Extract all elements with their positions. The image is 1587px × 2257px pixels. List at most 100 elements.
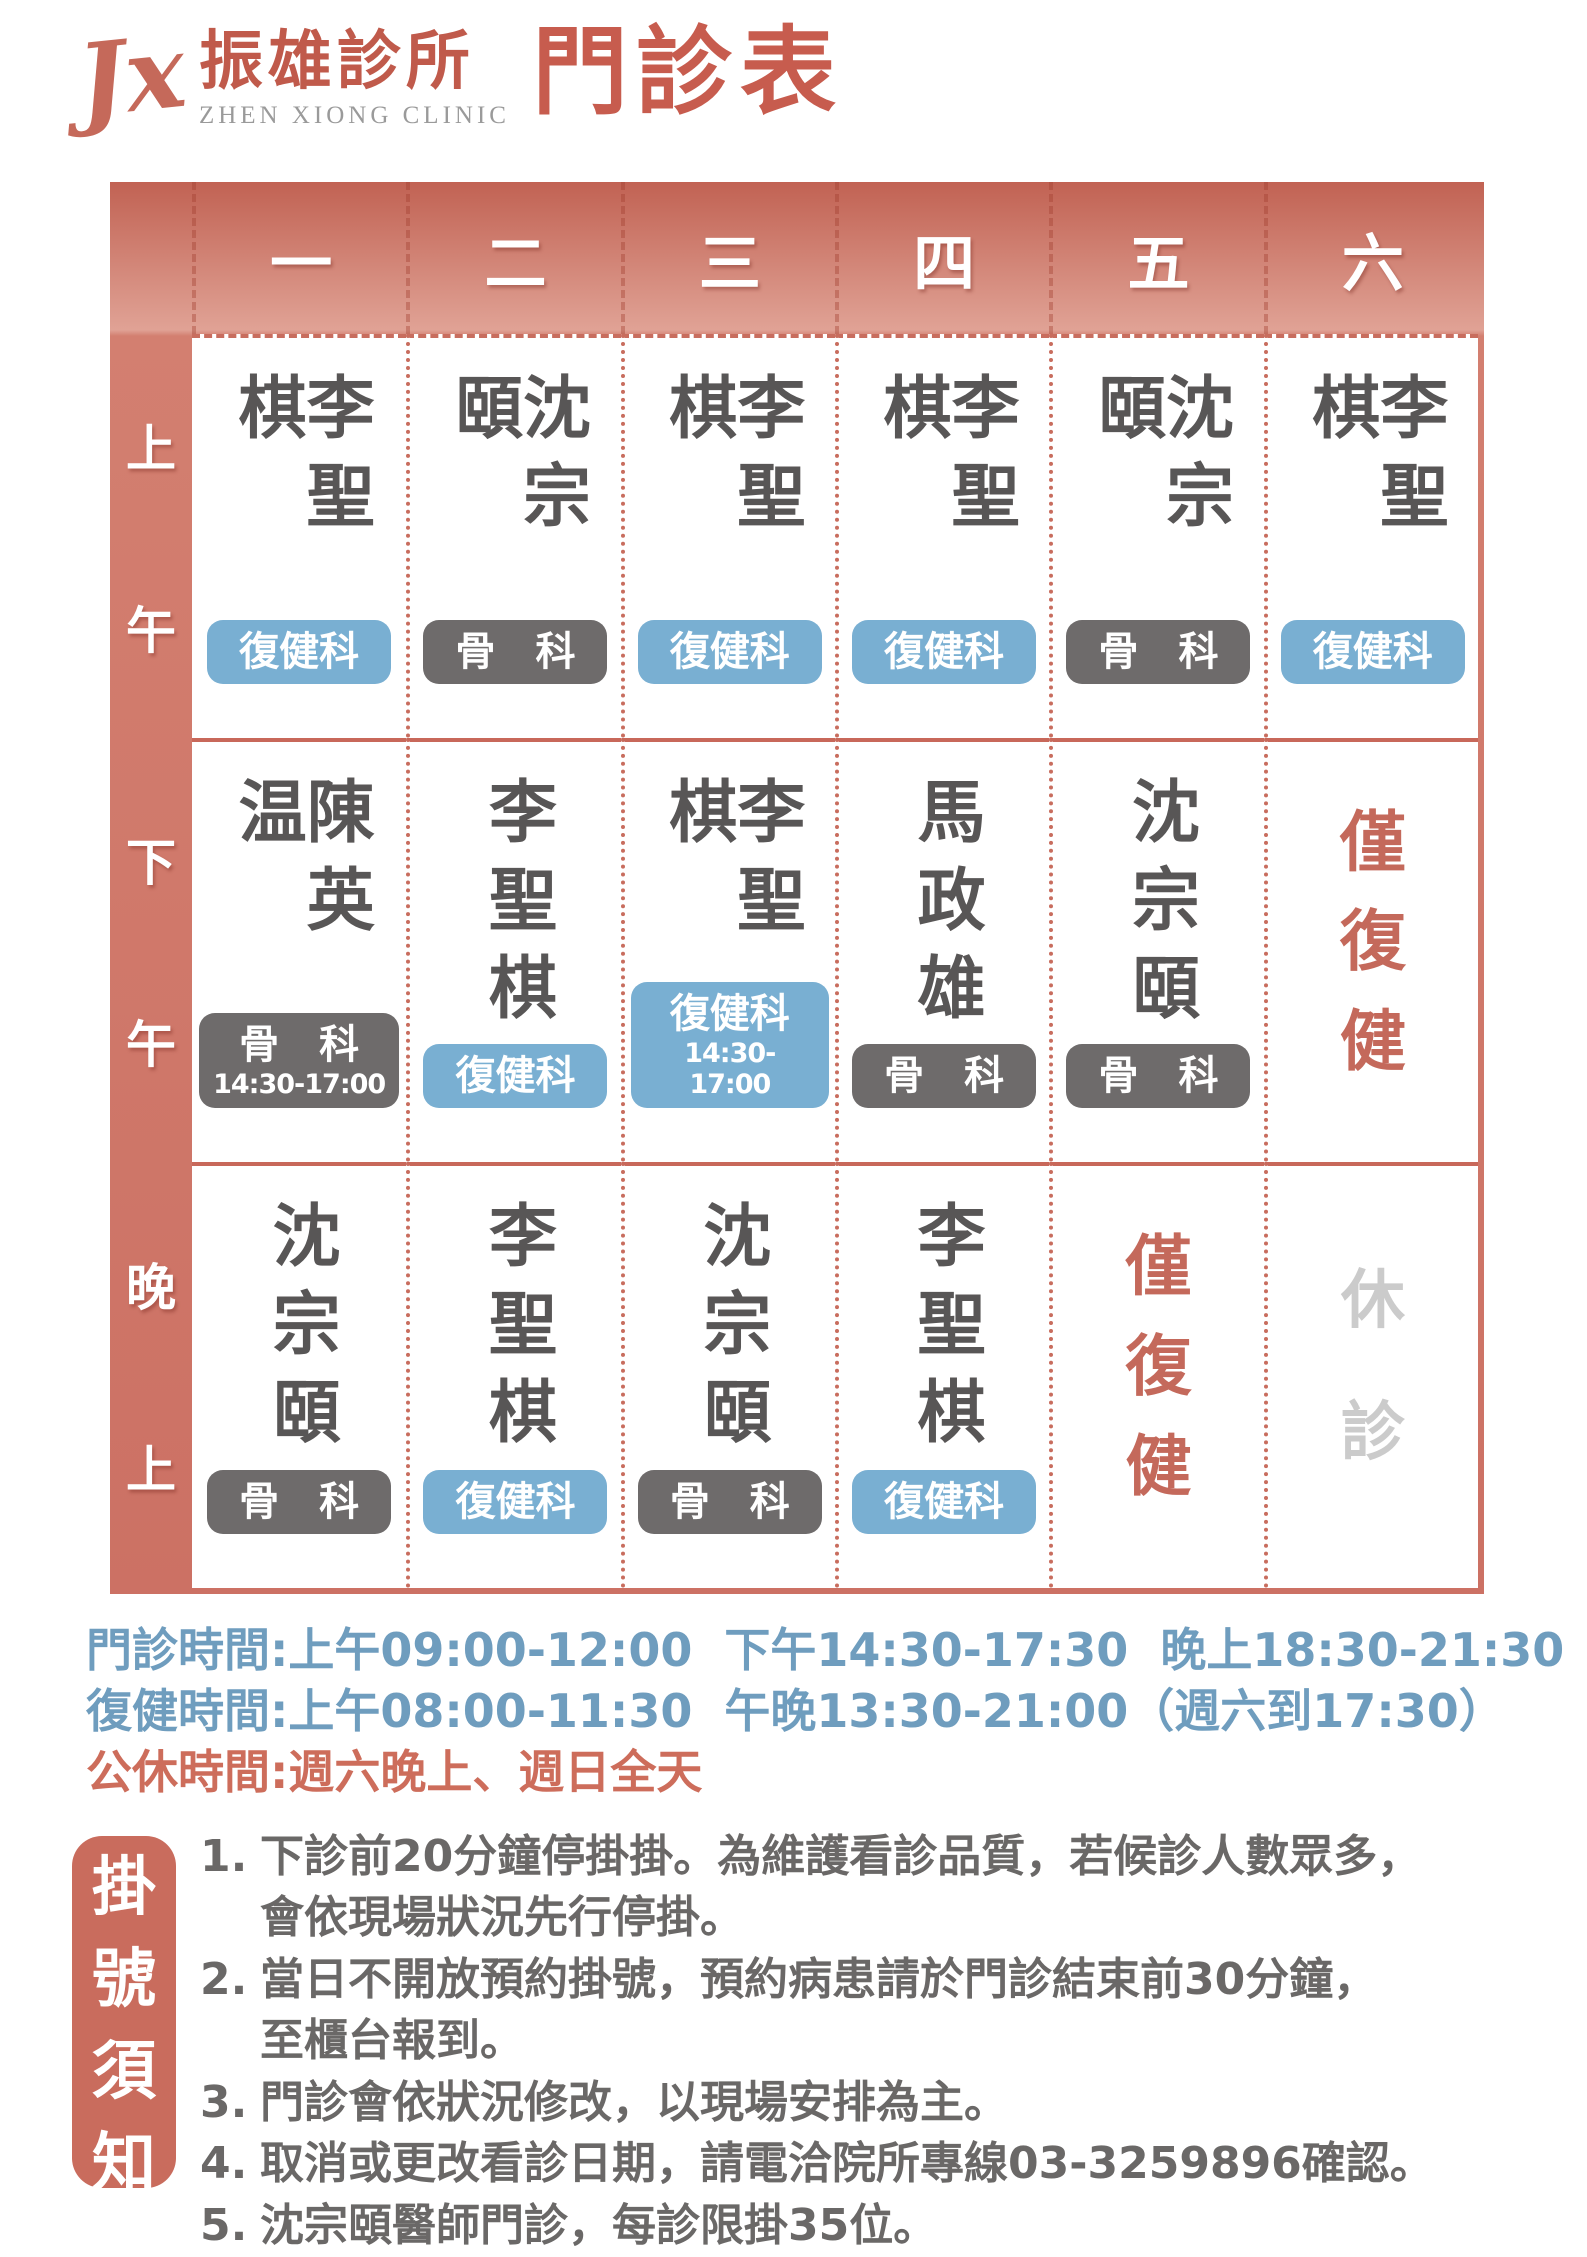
badge-label: 骨 科 [239, 1021, 360, 1068]
rehab-hours-line: 復健時間:上午08:00-11:30 午晚13:30-21:00（週六到17:3… [86, 1684, 1505, 1739]
notice-item-number: 3. [200, 2076, 248, 2128]
notice-item-text: 當日不開放預約掛號，預約病患請於門診結束前30分鐘， 至櫃台報到。 [260, 1953, 1378, 2067]
badge-label: 復健科 [884, 1479, 1005, 1525]
period-label-char: 晚 [126, 1259, 176, 1317]
special-text: 僅復健 [1274, 776, 1472, 1108]
badge-label: 骨 科 [239, 1479, 360, 1525]
period-label-3: 晚上 [110, 1162, 192, 1588]
day-header-4: 四 [834, 182, 1049, 334]
special-text-char: 診 [1340, 1396, 1405, 1471]
badge-label: 復健科 [455, 1053, 576, 1099]
special-text-char: 健 [1125, 1428, 1192, 1505]
doctor-name: 李聖棋 [476, 776, 556, 1040]
schedule-cell: 陳英温骨 科 14:30-17:00 [192, 738, 407, 1162]
special-text-char: 僅 [1125, 1228, 1192, 1305]
doctor-name: 李聖棋 [226, 372, 374, 548]
clinic-logo-monogram: Jx [72, 11, 191, 141]
schedule-cell: 李聖棋 復健科 [620, 334, 835, 738]
notice-title-char: 須 [92, 2034, 156, 2109]
schedule-cell: 僅復健 [1049, 1162, 1264, 1588]
department-badge: 復健科 [637, 620, 822, 684]
special-text-char: 僅 [1339, 803, 1406, 881]
notice-item: 1. 下診前20分鐘停掛掛。為維護看診品質，若候診人數眾多， 會依現場狀況先行停掛… [200, 1826, 1570, 1949]
badge-label: 骨 科 [1098, 629, 1219, 675]
registration-notice: 掛號須知 1. 下診前20分鐘停掛掛。為維護看診品質，若候診人數眾多， 會依現場狀… [72, 1826, 1587, 2257]
notice-item-text: 下診前20分鐘停掛掛。為維護看診品質，若候診人數眾多， 會依現場狀況先行停掛。 [260, 1830, 1422, 1944]
period-label-char: 下 [126, 834, 176, 892]
schedule-cell: 李聖棋 復健科 [834, 334, 1050, 738]
department-badge: 骨 科 [637, 1470, 822, 1534]
department-badge: 復健科 14:30-17:00 [630, 981, 829, 1108]
doctor-name: 李聖棋 [905, 1200, 985, 1464]
department-badge: 骨 科 14:30-17:00 [199, 1012, 400, 1108]
badge-label: 骨 科 [455, 629, 576, 675]
department-badge: 骨 科 [207, 1470, 392, 1534]
day-header-2: 二 [406, 182, 620, 334]
closed-hours-line: 公休時間:週六晚上、週日全天 [86, 1745, 703, 1800]
schedule-grid: 一二三四五六上午李聖棋 復健科 沈宗頤骨 科李聖棋 復健科 李聖棋 復健科 沈宗頤骨 科李聖… [110, 182, 1484, 1594]
day-header-1: 一 [192, 182, 406, 334]
badge-label: 骨 科 [669, 1479, 790, 1525]
schedule-cell: 李聖棋 復健科 [406, 1162, 621, 1588]
notice-item-text: 取消或更改看診日期，請電洽院所專線03-3259896確認。 [260, 2138, 1434, 2190]
notice-item: 5. 沈宗頤醫師門診，每診限掛35位。 [200, 2195, 1570, 2257]
day-header-3: 三 [620, 182, 835, 334]
doctor-name: 沈宗頤 [442, 372, 590, 548]
department-badge: 復健科 [1280, 620, 1465, 684]
schedule-cell: 李聖棋 復健科 [406, 738, 621, 1162]
department-badge: 骨 科 [1066, 620, 1251, 684]
doctor-name: 陳英温 [226, 776, 374, 952]
badge-label: 復健科 [884, 629, 1005, 675]
special-text-char: 復 [1339, 903, 1406, 980]
special-text-char: 休 [1340, 1263, 1405, 1338]
department-badge: 復健科 [207, 620, 392, 684]
notice-list: 1. 下診前20分鐘停掛掛。為維護看診品質，若候診人數眾多， 會依現場狀況先行停掛… [200, 1826, 1570, 2257]
notice-item-text: 門診會依狀況修改，以現場安排為主。 [260, 2076, 1008, 2128]
schedule-cell: 沈宗頤骨 科 [1049, 738, 1264, 1162]
period-label-char: 午 [126, 1016, 176, 1074]
period-label-char: 午 [126, 602, 176, 660]
badge-time: 14:30-17:00 [684, 1037, 776, 1100]
notice-item-number: 1. [200, 1830, 248, 1882]
period-label-char: 上 [126, 420, 176, 478]
period-label-1: 上午 [110, 334, 192, 738]
schedule-cell: 沈宗頤骨 科 [406, 334, 621, 738]
doctor-name: 李聖棋 [1299, 372, 1447, 548]
badge-label: 骨 科 [1098, 1053, 1219, 1099]
notice-title-char: 掛 [92, 1850, 156, 1925]
schedule-cell: 李聖棋 復健科 [1263, 334, 1478, 738]
day-header-5: 五 [1049, 182, 1263, 334]
schedule-cell: 僅復健 [1263, 738, 1478, 1162]
day-header-6: 六 [1263, 182, 1478, 334]
schedule-cell: 李聖棋 復健科 [834, 1162, 1050, 1588]
notice-title-char: 知 [92, 2126, 156, 2201]
clinic-name: 振雄診所 [198, 26, 475, 97]
special-text: 休診 [1274, 1200, 1472, 1534]
doctor-name: 沈宗頤 [260, 1200, 340, 1464]
clinic-hours-line: 門診時間:上午09:00-12:00 下午14:30-17:30 晚上18:30… [86, 1623, 1565, 1677]
doctor-name: 馬政雄 [905, 776, 985, 1040]
special-text-char: 健 [1339, 1002, 1406, 1080]
period-label-2: 下午 [110, 738, 192, 1162]
clinic-name-english: ZHEN XIONG CLINIC [198, 102, 510, 129]
notice-title-char: 號 [92, 1942, 156, 2017]
badge-label: 復健科 [455, 1479, 576, 1525]
hours-info: 門診時間:上午09:00-12:00 下午14:30-17:30 晚上18:30… [86, 1620, 1587, 1804]
doctor-name: 沈宗頤 [1085, 372, 1233, 548]
brand-text: 振雄診所 ZHEN XIONG CLINIC [199, 30, 510, 130]
notice-item-number: 4. [200, 2138, 248, 2190]
doctor-name: 李聖棋 [656, 776, 804, 952]
brand-header: Jx 振雄診所 ZHEN XIONG CLINIC 門診表 [72, 12, 1587, 162]
notice-item-text: 沈宗頤醫師門診，每診限掛35位。 [260, 2200, 938, 2252]
notice-item-number: 2. [200, 1953, 248, 2005]
notice-item: 4. 取消或更改看診日期，請電洽院所專線03-3259896確認。 [200, 2133, 1570, 2195]
schedule-cell: 沈宗頤骨 科 [620, 1162, 835, 1588]
schedule-cell: 李聖棋復健科 14:30-17:00 [620, 738, 835, 1162]
schedule-cell: 李聖棋 復健科 [192, 334, 407, 738]
department-badge: 復健科 [852, 1470, 1037, 1534]
department-badge: 骨 科 [423, 620, 608, 684]
notice-item: 3. 門診會依狀況修改，以現場安排為主。 [200, 2072, 1570, 2134]
department-badge: 復健科 [423, 1470, 608, 1534]
department-badge: 復健科 [852, 620, 1037, 684]
